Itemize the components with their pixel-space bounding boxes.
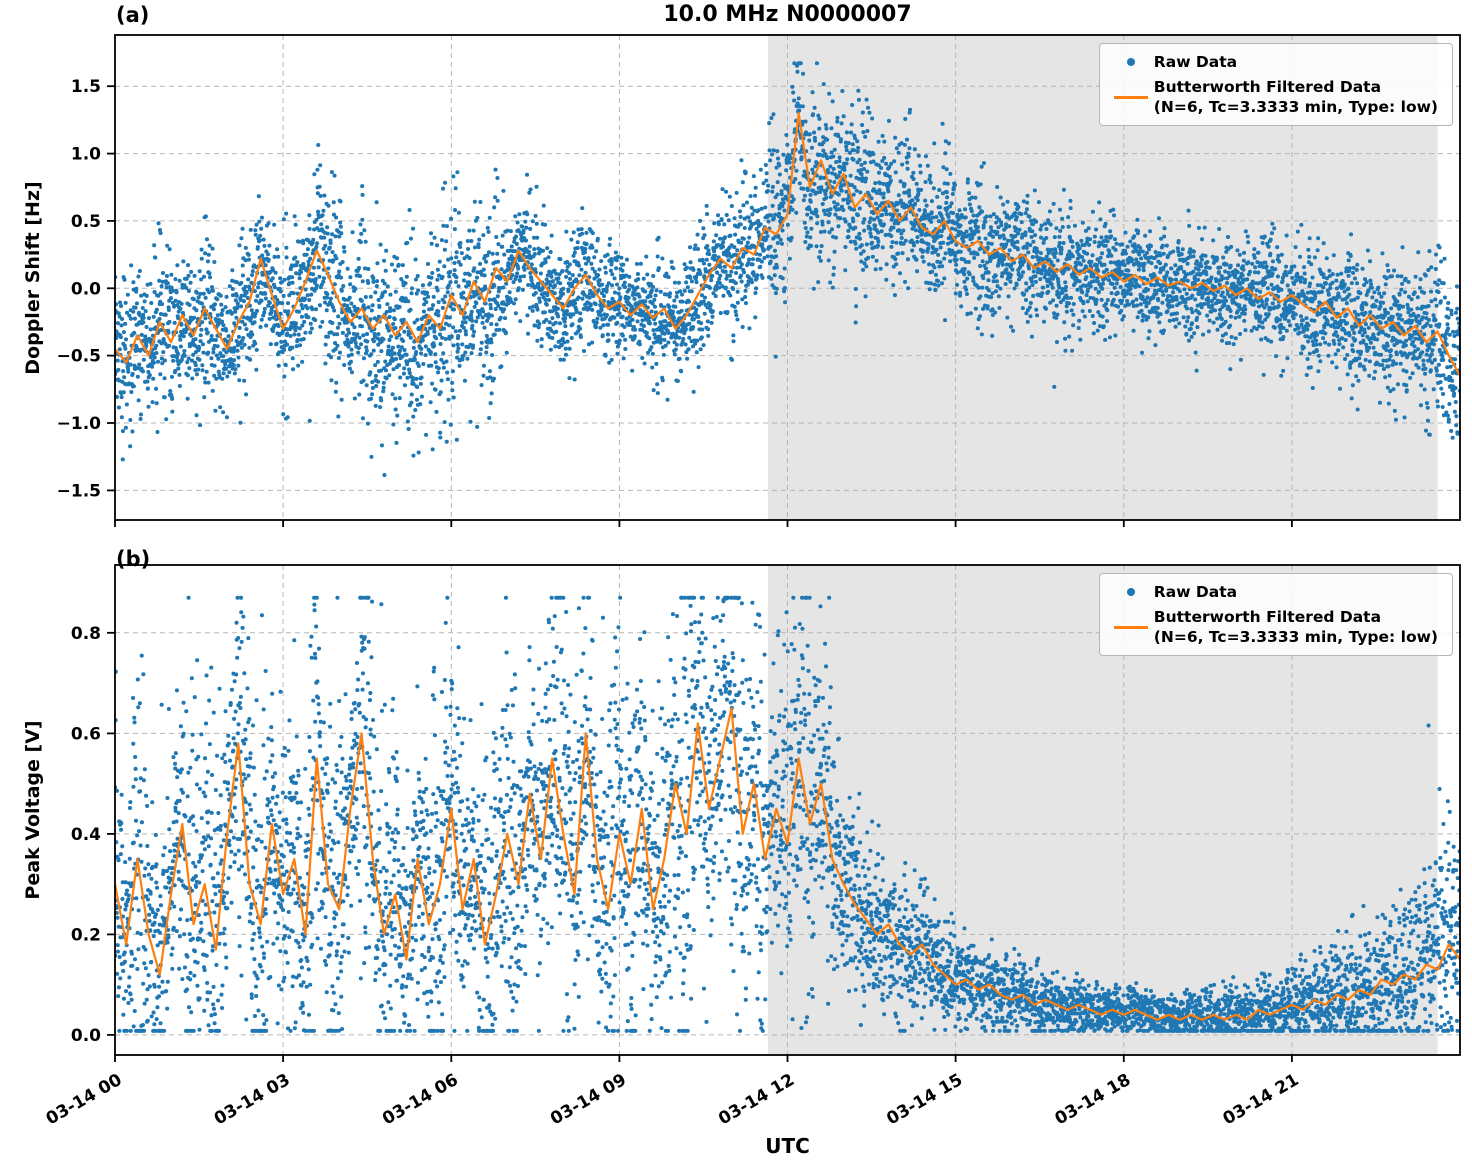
legend-entry-filtered: Butterworth Filtered Data (N=6, Tc=3.333… [1108,77,1438,117]
svg-text:03-14 09: 03-14 09 [547,1070,630,1129]
filtered-line-marker-icon [1108,95,1154,99]
figure-title: 10.0 MHz N0000007 [663,2,912,27]
x-tick-labels: 03-14 00 03-14 03 03-14 06 03-14 09 03-14 12… [43,1070,1303,1129]
svg-text:−0.5: −0.5 [57,347,101,367]
legend-filtered-label: Butterworth Filtered Data [1153,608,1382,627]
legend-panel-a: Raw Data Butterworth Filtered Data (N=6,… [1098,43,1453,127]
panel-b-label: (b) [116,547,151,571]
filtered-line [115,707,1460,1021]
raw-data-marker-icon [1108,58,1154,67]
svg-text:0.0: 0.0 [71,279,101,299]
filtered-line-marker-icon [1108,625,1154,629]
svg-text:0.4: 0.4 [71,825,101,845]
svg-text:03-14 15: 03-14 15 [883,1070,966,1129]
legend-entry-filtered: Butterworth Filtered Data (N=6, Tc=3.333… [1108,607,1438,647]
legend-filtered-label: Butterworth Filtered Data [1153,78,1382,97]
svg-text:03-14 12: 03-14 12 [715,1070,798,1129]
filtered-line [115,112,1460,377]
svg-text:03-14 21: 03-14 21 [1220,1070,1303,1129]
legend-raw-label: Raw Data [1153,53,1238,71]
legend-panel-b: Raw Data Butterworth Filtered Data (N=6,… [1098,573,1453,657]
y-tick-labels: 0.0 0.2 0.4 0.6 0.8 [71,624,101,1046]
legend-filtered-params: (N=6, Tc=3.3333 min, Type: low) [1153,98,1438,117]
tick-marks [107,85,1293,527]
svg-text:−1.0: −1.0 [57,414,102,434]
legend-filtered-params: (N=6, Tc=3.3333 min, Type: low) [1153,628,1438,647]
y-axis-label-doppler: Doppler Shift [Hz] [22,181,44,375]
svg-text:03-14 18: 03-14 18 [1052,1070,1135,1129]
svg-text:0.5: 0.5 [71,212,101,232]
tick-marks [107,631,1293,1062]
svg-text:0.0: 0.0 [71,1026,101,1046]
svg-text:−1.5: −1.5 [57,481,101,501]
y-tick-labels: −1.5 −1.0 −0.5 0.0 0.5 1.0 1.5 [57,77,102,501]
panel-a-label: (a) [116,3,150,27]
raw-data-marker-icon [1108,588,1154,597]
svg-text:0.6: 0.6 [71,724,101,744]
legend-entry-raw: Raw Data [1108,52,1438,72]
svg-text:03-14 06: 03-14 06 [379,1070,462,1129]
svg-text:1.5: 1.5 [71,77,101,97]
svg-text:1.0: 1.0 [71,145,101,165]
svg-text:0.8: 0.8 [71,624,101,644]
legend-raw-label: Raw Data [1153,583,1238,601]
y-axis-label-voltage: Peak Voltage [V] [22,720,44,900]
svg-text:03-14 00: 03-14 00 [43,1070,126,1129]
legend-entry-raw: Raw Data [1108,582,1438,602]
x-axis-label: UTC [765,1134,810,1158]
svg-text:0.2: 0.2 [71,925,101,945]
svg-text:03-14 03: 03-14 03 [211,1070,294,1129]
